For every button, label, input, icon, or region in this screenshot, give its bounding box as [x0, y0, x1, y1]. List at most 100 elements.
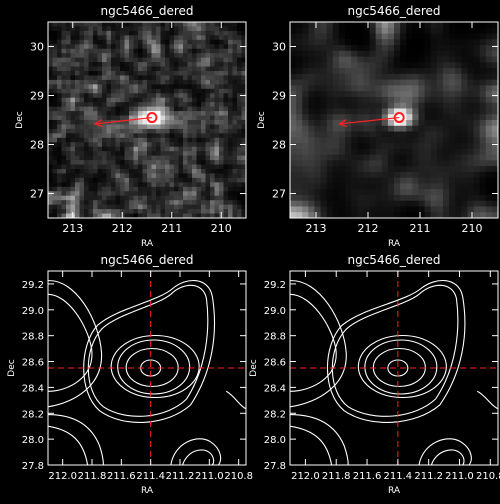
heatmap-cell: [187, 30, 193, 36]
heatmap-cell: [210, 44, 215, 50]
heatmap-cell: [237, 186, 242, 192]
heatmap-cell: [201, 204, 206, 210]
heatmap-cell: [232, 160, 238, 166]
heatmap-cell: [302, 50, 309, 58]
heatmap-cell: [302, 137, 309, 144]
heatmap-cell: [296, 114, 303, 121]
x-tick-label: 211: [410, 222, 431, 235]
heatmap-cell: [406, 91, 413, 98]
heatmap-cell: [491, 73, 498, 81]
heatmap-cell: [133, 209, 139, 215]
heatmap-cell: [93, 44, 98, 50]
heatmap-cell: [79, 151, 85, 157]
heatmap-cell: [120, 115, 125, 121]
heatmap-cell: [314, 85, 322, 92]
heatmap-cell: [66, 106, 71, 112]
heatmap-cell: [228, 191, 233, 197]
heatmap-cell: [219, 106, 224, 112]
heatmap-cell: [174, 146, 179, 152]
heatmap-cell: [424, 79, 432, 86]
heatmap-cell: [205, 26, 211, 32]
heatmap-cell: [485, 183, 493, 190]
heatmap-cell: [237, 30, 242, 36]
heatmap-cell: [79, 57, 85, 63]
heatmap-cell: [169, 30, 175, 36]
heatmap-cell: [205, 111, 211, 117]
heatmap-cell: [467, 50, 475, 58]
heatmap-cell: [214, 44, 220, 50]
heatmap-cell: [424, 68, 432, 75]
heatmap-cell: [338, 212, 346, 218]
heatmap-cell: [120, 146, 125, 152]
heatmap-cell: [387, 56, 395, 63]
heatmap-cell: [183, 79, 188, 85]
heatmap-cell: [129, 97, 134, 103]
heatmap-cell: [75, 151, 80, 157]
heatmap-cell: [124, 93, 130, 99]
heatmap-cell: [129, 155, 134, 161]
heatmap-cell: [228, 146, 233, 152]
heatmap-cell: [156, 84, 161, 90]
heatmap-cell: [57, 22, 62, 27]
heatmap-cell: [169, 204, 175, 210]
heatmap-cell: [228, 169, 233, 174]
heatmap-cell: [124, 173, 130, 179]
heatmap-cell: [219, 182, 224, 188]
heatmap-cell: [418, 68, 426, 75]
heatmap-cell: [296, 79, 303, 86]
heatmap-cell: [97, 124, 103, 130]
heatmap-cell: [93, 177, 98, 183]
heatmap-cell: [196, 186, 202, 192]
heatmap-cell: [394, 160, 401, 167]
heatmap-cell: [308, 189, 315, 196]
heatmap-cell: [479, 45, 487, 52]
heatmap-cell: [400, 143, 407, 150]
heatmap-cell: [52, 84, 58, 90]
heatmap-cell: [106, 88, 112, 94]
heatmap-cell: [115, 79, 121, 85]
heatmap-cell: [479, 166, 487, 173]
heatmap-cell: [102, 115, 107, 121]
heatmap-cell: [151, 195, 157, 201]
heatmap-cell: [192, 84, 197, 90]
heatmap-cell: [223, 53, 229, 59]
heatmap-cell: [223, 160, 229, 166]
heatmap-cell: [66, 200, 71, 206]
heatmap-cell: [93, 164, 98, 170]
heatmap-cell: [97, 106, 103, 112]
heatmap-cell: [106, 209, 112, 215]
heatmap-cell: [133, 173, 139, 179]
heatmap-cell: [165, 57, 170, 63]
heatmap-cell: [57, 30, 62, 36]
x-tick-label: 210.8: [224, 471, 253, 482]
heatmap-cell: [133, 160, 139, 166]
heatmap-cell: [201, 75, 206, 81]
heatmap-cell: [93, 30, 98, 36]
heatmap-cell: [48, 115, 53, 121]
heatmap-cell: [232, 115, 238, 121]
heatmap-cell: [70, 62, 76, 68]
heatmap-cell: [160, 53, 166, 59]
heatmap-cell: [187, 84, 193, 90]
heatmap-cell: [406, 200, 413, 207]
heatmap-cell: [124, 88, 130, 94]
heatmap-cell: [102, 195, 107, 201]
heatmap-cell: [115, 204, 121, 210]
heatmap-cell: [70, 137, 76, 143]
heatmap-cell: [223, 57, 229, 63]
heatmap-cell: [357, 154, 364, 161]
heatmap-cell: [351, 189, 358, 196]
heatmap-cell: [418, 131, 426, 138]
heatmap-cell: [412, 108, 419, 115]
heatmap-cell: [412, 212, 419, 218]
heatmap-cell: [387, 96, 395, 104]
heatmap-cell: [133, 44, 139, 50]
heatmap-cell: [183, 191, 188, 197]
heatmap-cell: [142, 79, 148, 85]
heatmap-cell: [320, 91, 328, 98]
heatmap-cell: [455, 45, 462, 52]
heatmap-cell: [124, 133, 130, 139]
heatmap-cell: [205, 97, 211, 103]
heatmap-cell: [178, 142, 184, 148]
heatmap-cell: [142, 88, 148, 94]
